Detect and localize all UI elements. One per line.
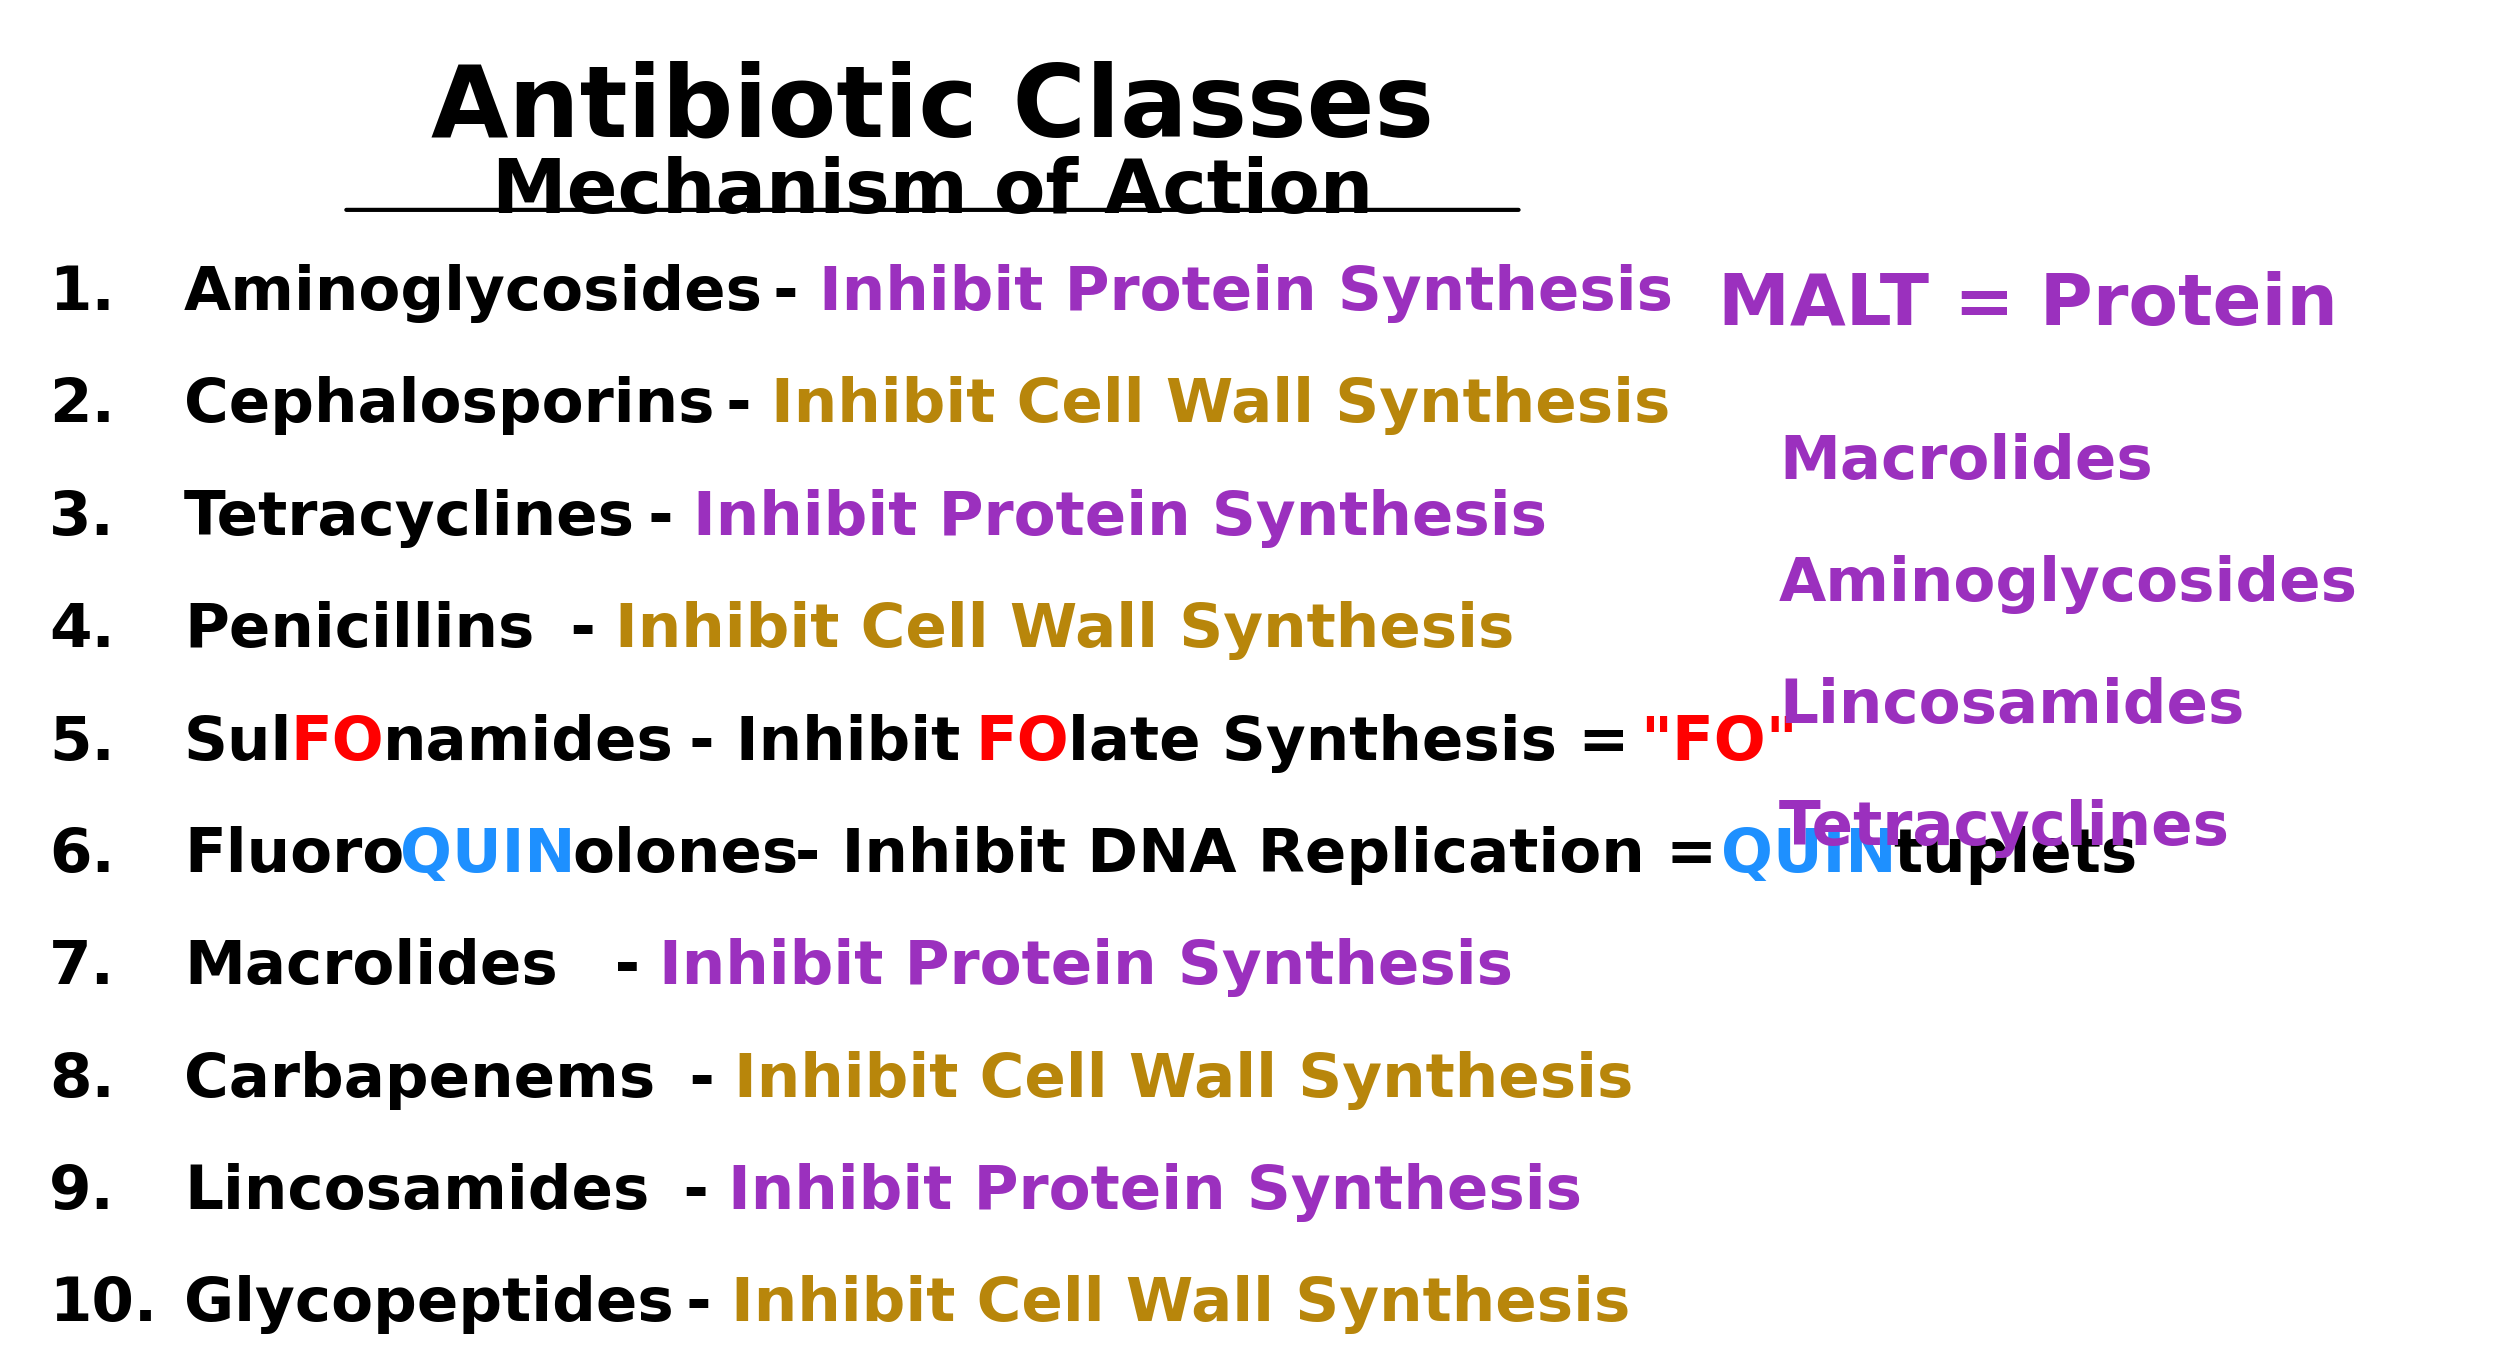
Text: 8.: 8.	[50, 1051, 115, 1110]
Text: Lincosamides: Lincosamides	[1780, 677, 2245, 737]
Text: QUIN: QUIN	[1720, 826, 1895, 886]
Text: 2.: 2.	[50, 376, 115, 436]
Text: 9.: 9.	[50, 1163, 115, 1223]
Text: late Synthesis =: late Synthesis =	[1068, 714, 1650, 773]
Text: 4.: 4.	[50, 601, 115, 661]
Text: -: -	[628, 489, 695, 548]
Text: FO: FO	[975, 714, 1070, 773]
Text: MALT = Protein: MALT = Protein	[1718, 271, 2338, 340]
Text: 10.: 10.	[50, 1275, 158, 1335]
Text: Fluoro: Fluoro	[185, 826, 405, 886]
Text: - Inhibit DNA Replication =: - Inhibit DNA Replication =	[795, 826, 1738, 886]
Text: -: -	[752, 264, 820, 324]
Text: -: -	[528, 601, 618, 661]
Text: 6.: 6.	[50, 826, 115, 886]
Text: namides: namides	[382, 714, 672, 773]
Text: Aminoglycosides: Aminoglycosides	[1780, 555, 2358, 615]
Text: 1.: 1.	[50, 264, 115, 324]
Text: -: -	[550, 938, 662, 998]
Text: Sul: Sul	[185, 714, 292, 773]
Text: - Inhibit: - Inhibit	[668, 714, 982, 773]
Text: Carbapenems: Carbapenems	[185, 1051, 655, 1110]
Text: Mechanism of Action: Mechanism of Action	[492, 156, 1372, 229]
Text: 7.: 7.	[50, 938, 115, 998]
Text: -: -	[648, 1051, 735, 1110]
Text: Inhibit Cell Wall Synthesis: Inhibit Cell Wall Synthesis	[772, 376, 1670, 436]
Text: Lincosamides: Lincosamides	[185, 1163, 650, 1223]
Text: Glycopeptides: Glycopeptides	[185, 1275, 675, 1335]
Text: Antibiotic Classes: Antibiotic Classes	[430, 61, 1435, 158]
Text: 3.: 3.	[50, 489, 115, 548]
Text: tuplets: tuplets	[1892, 826, 2138, 886]
Text: -: -	[640, 1163, 730, 1223]
Text: 5.: 5.	[50, 714, 115, 773]
Text: Inhibit Protein Synthesis: Inhibit Protein Synthesis	[660, 938, 1512, 998]
Text: QUIN: QUIN	[400, 826, 575, 886]
Text: FO: FO	[290, 714, 385, 773]
Text: Inhibit Cell Wall Synthesis: Inhibit Cell Wall Synthesis	[735, 1051, 1632, 1110]
Text: Aminoglycosides: Aminoglycosides	[185, 264, 762, 324]
Text: Inhibit Protein Synthesis: Inhibit Protein Synthesis	[728, 1163, 1582, 1223]
Text: Macrolides: Macrolides	[1780, 433, 2152, 493]
Text: Inhibit Cell Wall Synthesis: Inhibit Cell Wall Synthesis	[732, 1275, 1630, 1335]
Text: Inhibit Protein Synthesis: Inhibit Protein Synthesis	[693, 489, 1548, 548]
Text: Macrolides: Macrolides	[185, 938, 558, 998]
Text: Tetracyclines: Tetracyclines	[1780, 799, 2230, 858]
Text: Penicillins: Penicillins	[185, 601, 535, 661]
Text: Tetracyclines: Tetracyclines	[185, 489, 635, 548]
Text: -: -	[705, 376, 772, 436]
Text: "FO": "FO"	[1640, 714, 1797, 773]
Text: olones: olones	[572, 826, 798, 886]
Text: Inhibit Cell Wall Synthesis: Inhibit Cell Wall Synthesis	[615, 601, 1515, 661]
Text: Inhibit Protein Synthesis: Inhibit Protein Synthesis	[820, 264, 1672, 324]
Text: Cephalosporins: Cephalosporins	[185, 376, 715, 436]
Text: -: -	[665, 1275, 732, 1335]
